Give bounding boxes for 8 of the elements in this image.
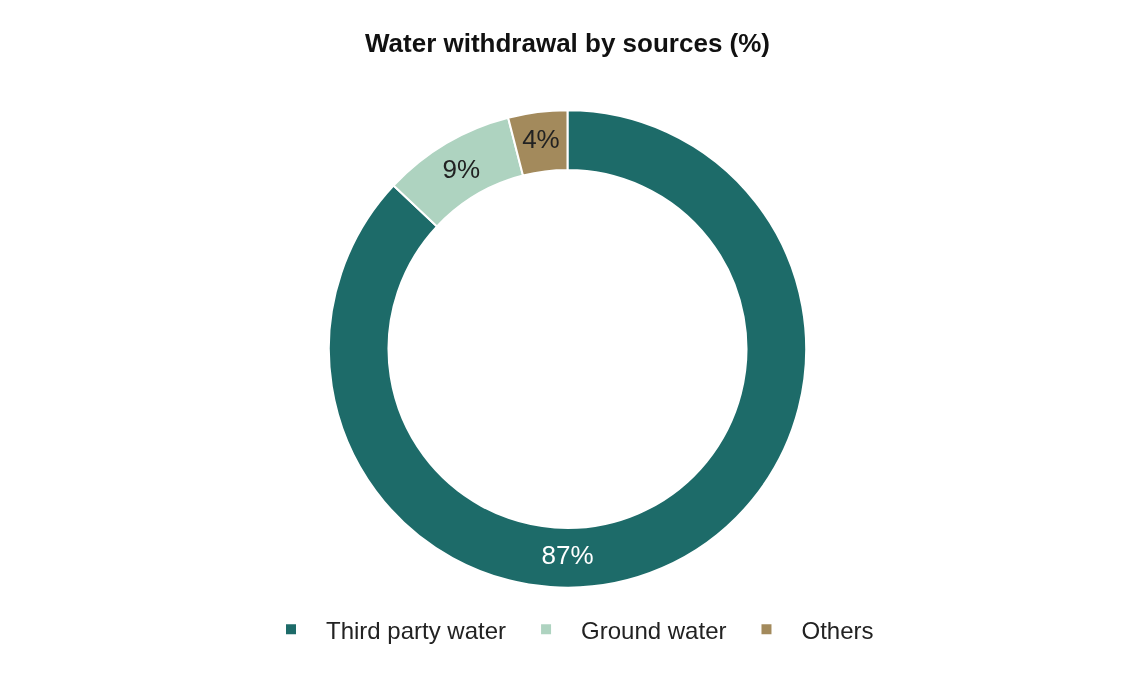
legend-label: Others (801, 616, 874, 644)
chart-title: Water withdrawal by sources (%) (364, 28, 771, 59)
data-label: 4% (522, 123, 560, 154)
legend-label: Ground water (581, 616, 727, 644)
legend-label: Third party water (326, 616, 507, 644)
data-label: 9% (442, 154, 480, 185)
donut-slice (327, 109, 807, 589)
data-label: 87% (541, 540, 594, 571)
